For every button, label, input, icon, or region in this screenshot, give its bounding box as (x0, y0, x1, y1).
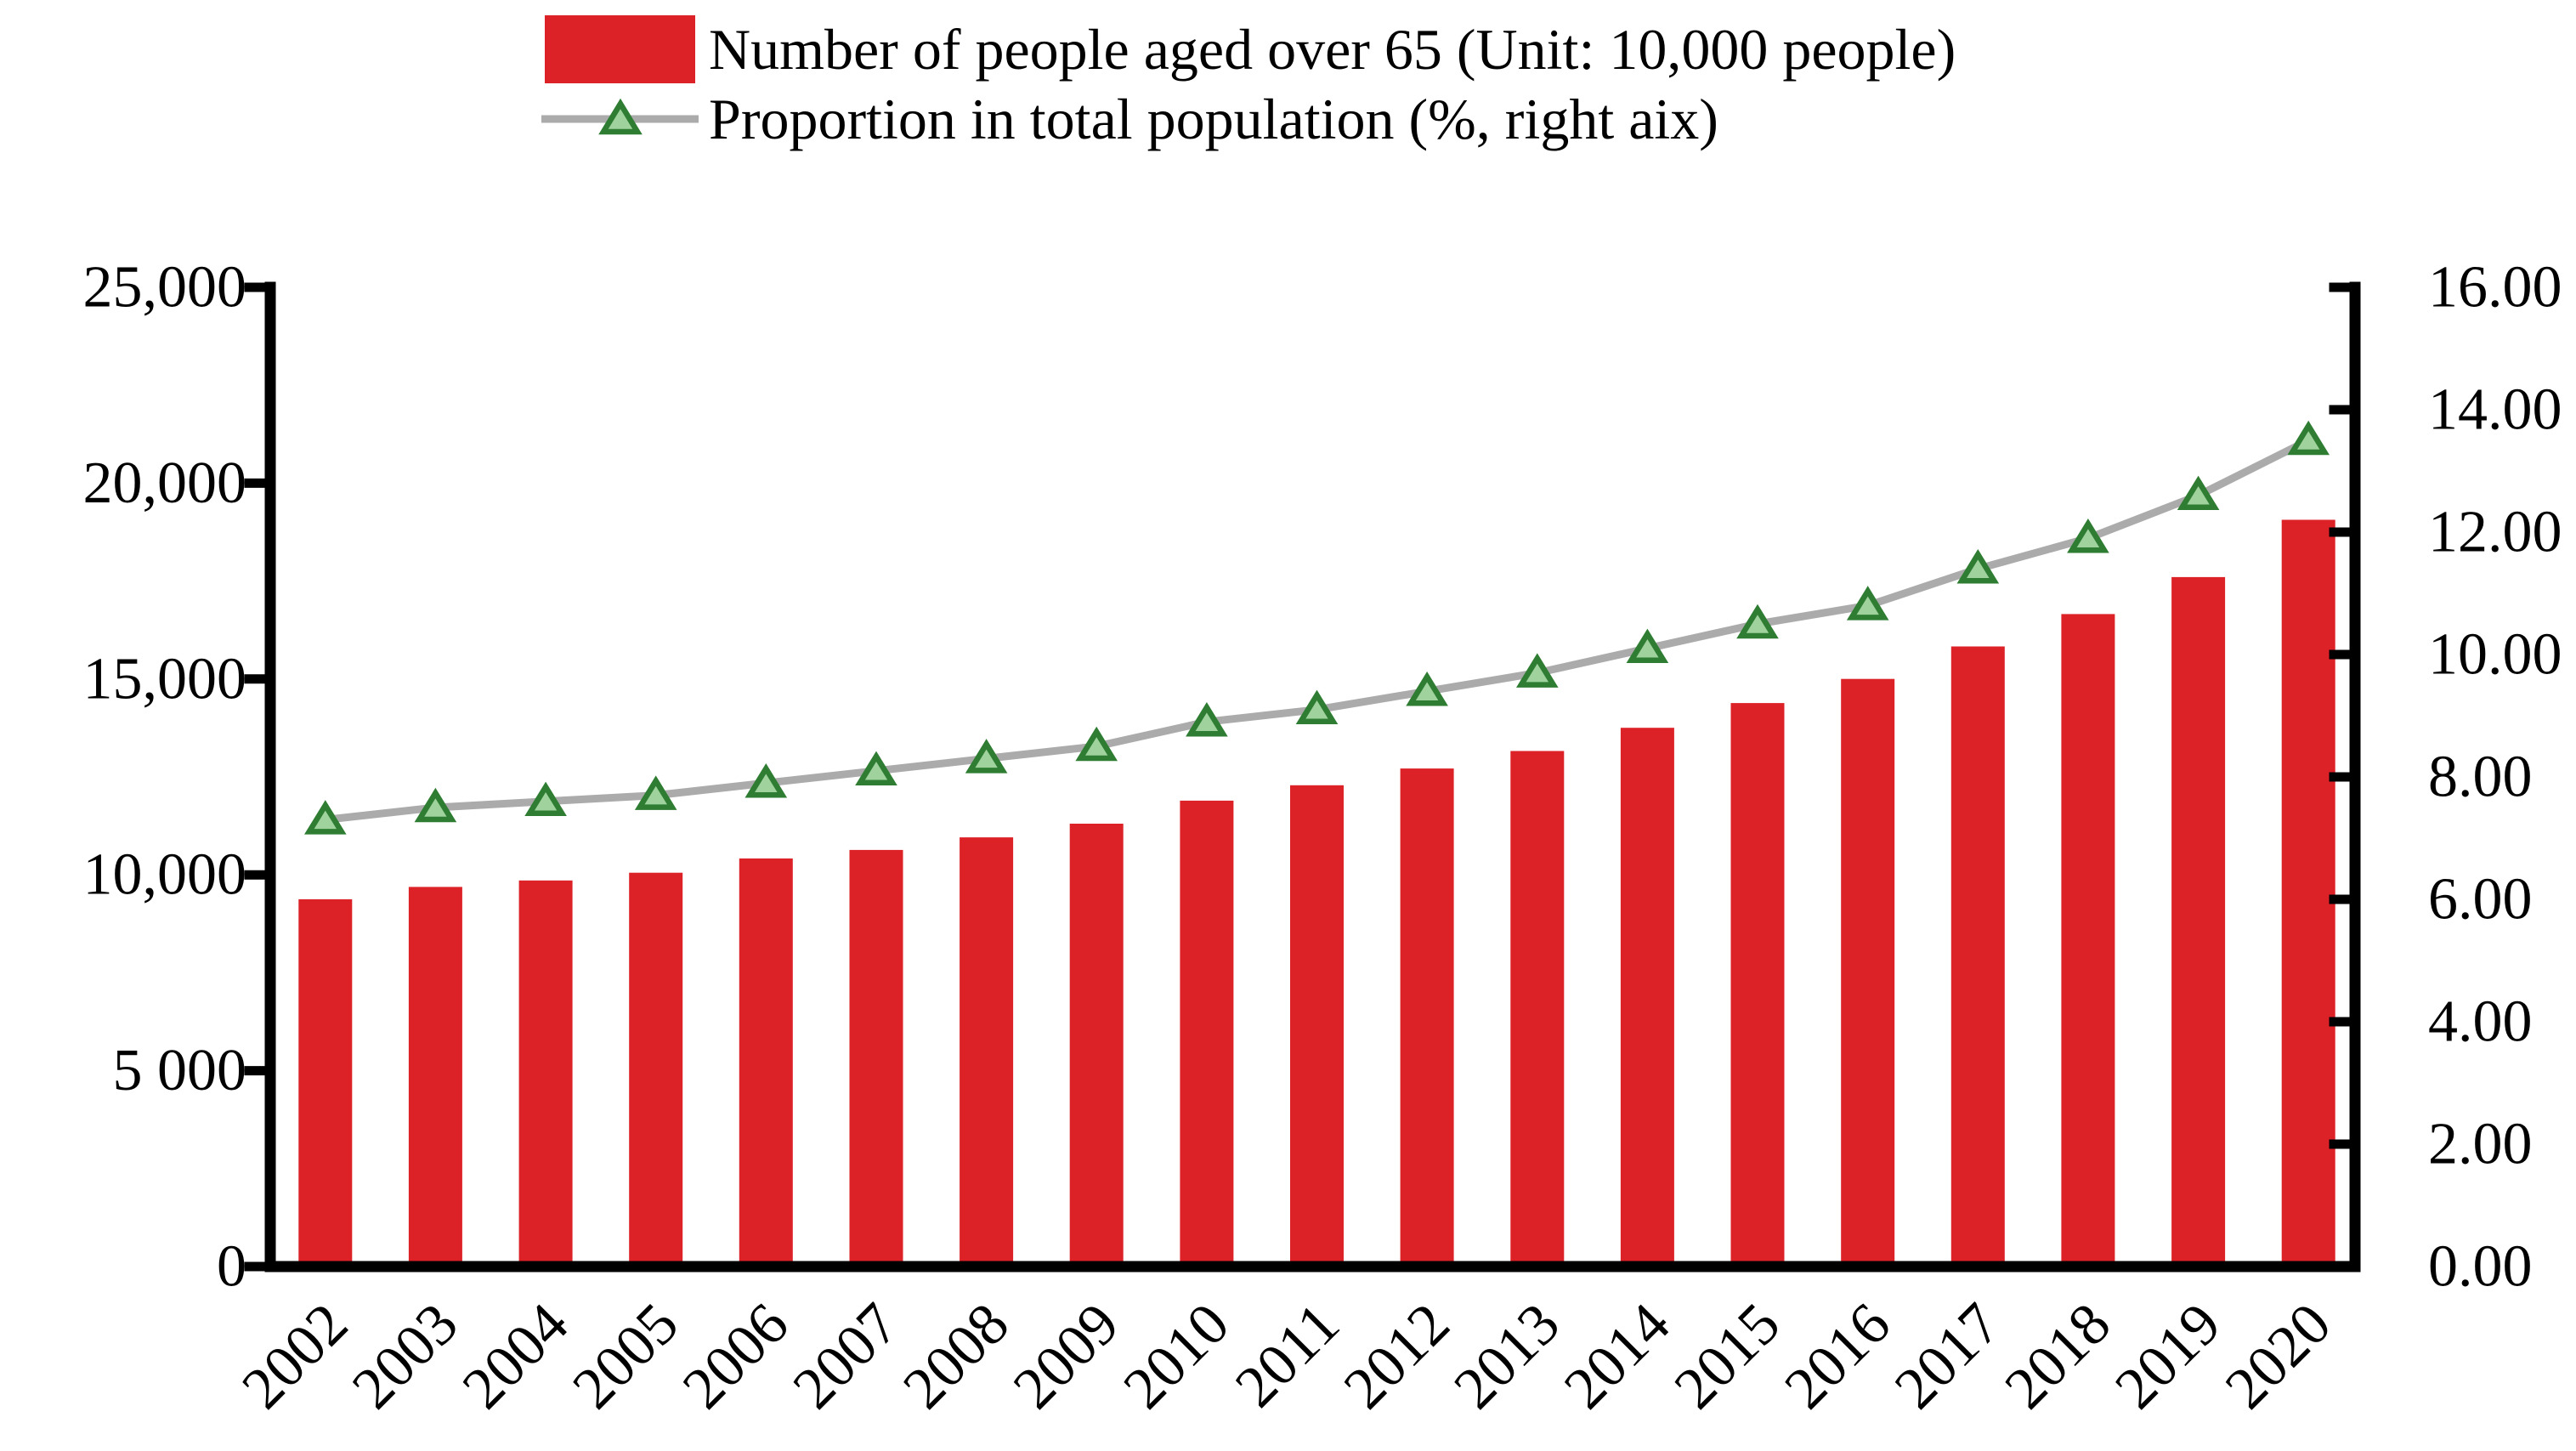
bar-2005 (629, 872, 683, 1267)
bar-2009 (1069, 824, 1124, 1267)
marker-2009 (1075, 726, 1118, 762)
bar-2011 (1290, 785, 1344, 1267)
bar-2015 (1730, 703, 1785, 1267)
marker-2007 (855, 751, 897, 786)
marker-2019 (2177, 475, 2220, 511)
bar-2012 (1400, 768, 1454, 1267)
marker-2005 (634, 775, 677, 810)
marker-2020 (2287, 420, 2330, 456)
bar-2013 (1510, 751, 1565, 1267)
bar-2003 (408, 887, 462, 1267)
legend-bar-label: Number of people aged over 65 (Unit: 10,… (709, 17, 1956, 82)
proportion-line (325, 436, 2311, 824)
x-axis-labels: 2002200320042005200620072008200920102011… (230, 1291, 2344, 1421)
left-axis-tick-label-0: 0 (217, 1234, 246, 1300)
bar-2010 (1180, 800, 1234, 1267)
marker-2015 (1736, 604, 1779, 639)
x-tick-label-2017: 2017 (1882, 1291, 2013, 1421)
marker-2012 (1406, 671, 1448, 706)
left-axis-tick-label-2: 10,000 (83, 842, 247, 908)
bar-2008 (960, 837, 1014, 1267)
bar-2002 (298, 898, 353, 1267)
x-tick-label-2013: 2013 (1442, 1291, 1572, 1421)
x-tick-label-2011: 2011 (1223, 1291, 1352, 1420)
left-axis-labels: 0 5 000 10,000 15,000 20,000 25,000 (83, 255, 247, 1300)
x-tick-label-2014: 2014 (1552, 1291, 1682, 1421)
legend-bar-swatch (545, 15, 695, 83)
x-tick-label-2012: 2012 (1332, 1291, 1462, 1421)
x-tick-label-2007: 2007 (781, 1291, 911, 1421)
x-tick-label-2006: 2006 (671, 1291, 801, 1421)
right-axis-tick-label-6: 12.00 (2428, 500, 2562, 565)
x-tick-label-2009: 2009 (1001, 1291, 1131, 1421)
bar-2018 (2061, 614, 2115, 1267)
bar-2004 (518, 880, 573, 1267)
right-axis-tick-label-0: 0.00 (2428, 1234, 2533, 1300)
bar-2019 (2171, 576, 2226, 1267)
x-tick-label-2018: 2018 (1993, 1291, 2123, 1421)
x-tick-label-2010: 2010 (1112, 1291, 1242, 1421)
right-axis-tick-label-2: 4.00 (2428, 989, 2533, 1055)
bar-2020 (2281, 519, 2335, 1267)
x-tick-label-2002: 2002 (230, 1291, 360, 1421)
right-axis-tick-label-4: 8.00 (2428, 745, 2533, 810)
legend-triangle-marker-icon (598, 98, 643, 135)
right-axis-tick-label-8: 16.00 (2428, 255, 2562, 320)
x-tick-label-2019: 2019 (2103, 1291, 2233, 1421)
marker-2016 (1846, 586, 1889, 621)
marker-2006 (744, 762, 788, 798)
marker-2014 (1626, 628, 1669, 664)
x-tick-label-2004: 2004 (450, 1291, 580, 1421)
marker-2010 (1186, 701, 1228, 737)
marker-2008 (965, 739, 1008, 774)
bar-2007 (849, 849, 903, 1267)
x-tick-label-2020: 2020 (2213, 1291, 2343, 1421)
marker-2003 (414, 787, 457, 823)
right-axis-tick-label-3: 6.00 (2428, 867, 2533, 932)
marker-2017 (1956, 548, 2000, 584)
bar-series (298, 519, 2335, 1267)
axes (244, 281, 2361, 1272)
marker-2018 (2067, 518, 2109, 553)
legend: Number of people aged over 65 (Unit: 10,… (541, 15, 1956, 151)
bar-2006 (739, 858, 793, 1267)
x-tick-label-2015: 2015 (1662, 1291, 1792, 1421)
left-axis-tick-label-1: 5 000 (113, 1038, 247, 1103)
left-axis-tick-label-4: 20,000 (83, 451, 247, 516)
left-axis-tick-label-3: 15,000 (83, 646, 247, 711)
right-axis-tick-label-7: 14.00 (2428, 377, 2562, 443)
legend-line-label: Proportion in total population (%, right… (709, 87, 1718, 151)
x-tick-label-2008: 2008 (891, 1291, 1021, 1421)
bar-2017 (1950, 646, 2005, 1267)
x-tick-label-2016: 2016 (1773, 1291, 1903, 1421)
marker-2004 (524, 781, 567, 817)
right-axis-labels: 0.00 2.00 4.00 6.00 8.00 10.00 12.00 14.00 16.00 (2428, 255, 2562, 1300)
right-axis-tick-label-5: 10.00 (2428, 622, 2562, 688)
marker-2013 (1515, 653, 1559, 688)
x-tick-label-2003: 2003 (340, 1291, 470, 1421)
marker-2011 (1295, 689, 1339, 725)
bar-2016 (1841, 678, 1895, 1267)
right-axis-tick-label-1: 2.00 (2428, 1112, 2533, 1177)
marker-2002 (303, 800, 347, 835)
line-series (303, 420, 2330, 835)
bar-2014 (1620, 728, 1674, 1267)
x-tick-label-2005: 2005 (561, 1291, 691, 1421)
left-axis-tick-label-5: 25,000 (83, 255, 247, 320)
